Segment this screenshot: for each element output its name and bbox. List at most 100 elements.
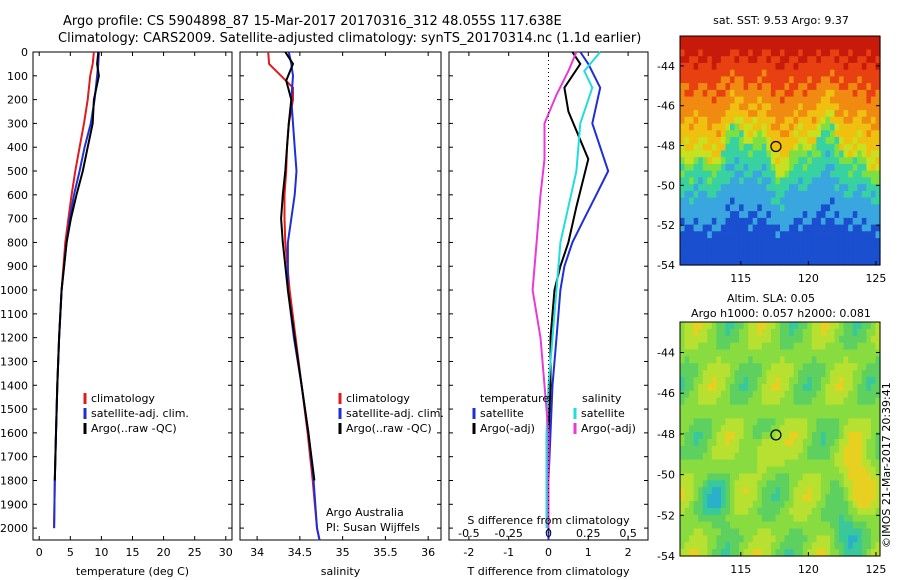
map-cell [770, 445, 776, 454]
map-cell [793, 542, 799, 550]
map-cell [725, 62, 731, 71]
map-cell [875, 42, 881, 50]
map-cell [757, 335, 763, 344]
map-cell [839, 238, 845, 246]
map-cell [793, 36, 799, 44]
map-cell [834, 418, 840, 426]
map-cell [770, 231, 776, 239]
map-cell [711, 494, 717, 502]
map-cell [775, 76, 781, 84]
map-cell [730, 217, 736, 226]
map-cell [730, 445, 736, 454]
map-cell [757, 76, 763, 84]
map-cell [789, 157, 795, 165]
map-cell [689, 56, 695, 64]
map-cell [784, 211, 790, 219]
map-cell [707, 466, 713, 474]
map-cell [725, 473, 731, 481]
map-cell [725, 480, 731, 488]
map-cell [820, 452, 826, 461]
map-cell [780, 143, 786, 152]
map-cell [725, 535, 731, 543]
map-cell [861, 480, 867, 488]
x-tick-label: 5 [67, 546, 74, 559]
map-cell [761, 143, 767, 152]
map-cell [730, 197, 736, 205]
map-cell [820, 328, 826, 337]
map-cell [680, 190, 686, 199]
map-cell [784, 36, 790, 44]
map-cell [784, 96, 790, 104]
map-cell [693, 204, 699, 212]
map-cell [757, 143, 763, 152]
map-cell [711, 49, 717, 57]
map-cell [725, 190, 731, 199]
map-cell [843, 328, 849, 337]
map-cell [798, 377, 804, 385]
map-cell [830, 322, 836, 330]
map-x-label: 120 [798, 563, 819, 576]
map-cell [811, 238, 817, 246]
map-cell [748, 328, 754, 337]
map-cell [875, 521, 881, 530]
map-cell [852, 164, 858, 172]
map-cell [852, 500, 858, 509]
map-cell [748, 494, 754, 502]
salinity-panel: 34 34.5 35 35.5 36salinityclimatologysatelli… [239, 51, 444, 578]
map-cell [716, 370, 722, 378]
map-cell [857, 494, 863, 502]
map-cell [784, 56, 790, 64]
map-cell [802, 528, 808, 536]
map-cell [798, 211, 804, 219]
map-cell [734, 177, 740, 185]
map-cell [852, 62, 858, 71]
map-cell [761, 56, 767, 64]
map-cell [684, 56, 690, 64]
map-cell [861, 150, 867, 158]
map-cell [802, 549, 808, 557]
map-cell [807, 377, 813, 385]
map-cell [784, 83, 790, 91]
map-cell [780, 116, 786, 125]
map-cell [730, 49, 736, 57]
map-cell [734, 445, 740, 454]
map-cell [816, 143, 822, 152]
map-cell [870, 473, 876, 481]
map-cell [716, 244, 722, 253]
map-cell [802, 473, 808, 481]
map-cell [752, 83, 758, 91]
map-cell [730, 480, 736, 488]
map-cell [680, 49, 686, 57]
map-cell [684, 452, 690, 461]
map-cell [830, 103, 836, 111]
map-cell [848, 123, 854, 131]
map-cell [698, 244, 704, 253]
map-cell [748, 322, 754, 330]
map-cell [734, 411, 740, 419]
map-cell [689, 103, 695, 111]
map-cell [843, 137, 849, 145]
map-cell [739, 190, 745, 199]
map-cell [807, 36, 813, 44]
map-cell [775, 238, 781, 246]
map-cell [834, 143, 840, 152]
map-cell [720, 251, 726, 259]
map-cell [770, 500, 776, 509]
map-cell [784, 197, 790, 205]
map-cell [816, 487, 822, 495]
map-cell [861, 500, 867, 509]
map-cell [775, 103, 781, 111]
map-cell [748, 418, 754, 426]
map-cell [716, 487, 722, 495]
map-cell [748, 549, 754, 557]
map-cell [707, 445, 713, 454]
map-cell [716, 377, 722, 385]
map-cell [720, 528, 726, 536]
map-cell [852, 123, 858, 131]
map-cell [711, 69, 717, 77]
map-cell [711, 42, 717, 50]
map-cell [711, 177, 717, 185]
map-cell [748, 466, 754, 474]
map-cell [802, 404, 808, 413]
map-cell [784, 535, 790, 543]
